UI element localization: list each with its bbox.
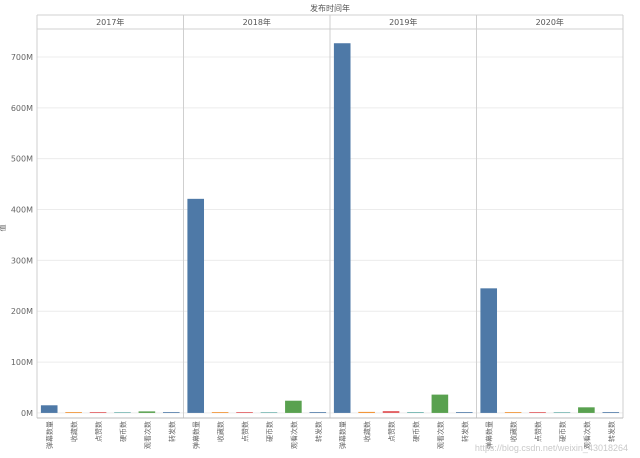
bar (309, 412, 327, 413)
bar (211, 412, 229, 413)
bar (382, 411, 400, 413)
y-tick-label: 400M (11, 206, 33, 215)
x-tick-label: 观看次数 (436, 421, 445, 449)
bar (89, 412, 107, 413)
bar (40, 405, 58, 413)
bar (578, 407, 595, 413)
bar (285, 400, 302, 413)
y-tick-label: 0M (21, 409, 33, 418)
y-tick-label: 600M (11, 104, 33, 113)
y-tick-label: 100M (11, 358, 33, 367)
panel-header-label: 2017年 (96, 17, 124, 27)
bar (504, 412, 522, 413)
bar (358, 411, 375, 413)
bar (260, 412, 278, 413)
x-tick-label: 收藏数 (216, 421, 225, 442)
bar (529, 412, 546, 413)
bar (431, 394, 449, 413)
x-tick-label: 观看次数 (582, 421, 591, 449)
x-tick-label: 观看次数 (143, 421, 152, 449)
watermark: https://blog.csdn.net/weixin_43018264 (474, 443, 628, 453)
bar (455, 412, 473, 413)
bar (187, 198, 205, 413)
x-tick-label: 弹幕数量 (45, 421, 54, 449)
y-tick-label: 300M (11, 256, 33, 265)
x-tick-label: 弹幕数量 (338, 421, 347, 449)
x-tick-label: 硬币数 (558, 421, 567, 442)
bar (333, 43, 351, 413)
panel-header-label: 2018年 (243, 17, 271, 27)
x-tick-label: 收藏数 (363, 421, 372, 442)
x-tick-label: 收藏数 (509, 421, 518, 442)
x-tick-label: 观看次数 (289, 421, 298, 449)
y-tick-label: 200M (11, 307, 33, 316)
x-tick-label: 硬币数 (411, 421, 420, 442)
y-axis-label: 值 (0, 225, 7, 232)
x-tick-label: 弹幕数量 (485, 421, 494, 449)
bar (553, 412, 571, 413)
x-tick-label: 点赞数 (387, 421, 396, 442)
bar (138, 411, 156, 413)
x-tick-label: 点赞数 (94, 421, 103, 442)
x-tick-label: 收藏数 (70, 421, 79, 442)
bar (114, 412, 131, 413)
y-tick-label: 500M (11, 155, 33, 164)
panel-header-label: 2019年 (389, 17, 417, 27)
x-tick-label: 硬币数 (118, 421, 127, 442)
x-tick-label: 转发数 (167, 421, 176, 442)
x-tick-label: 硬币数 (265, 421, 274, 442)
x-tick-label: 弹幕数量 (192, 421, 201, 449)
bar (480, 288, 498, 413)
y-tick-label: 700M (11, 53, 33, 62)
bar (407, 411, 424, 413)
bar (602, 412, 620, 413)
chart-title: 发布时间年 (310, 3, 350, 13)
x-tick-label: 点赞数 (534, 421, 543, 442)
x-tick-label: 点赞数 (241, 421, 250, 442)
bar (65, 412, 82, 413)
x-tick-label: 转发数 (314, 421, 323, 442)
x-tick-label: 转发数 (460, 421, 469, 442)
bar (236, 412, 253, 413)
x-tick-label: 转发数 (607, 421, 616, 442)
panel-header-label: 2020年 (536, 17, 564, 27)
bar (162, 412, 180, 413)
